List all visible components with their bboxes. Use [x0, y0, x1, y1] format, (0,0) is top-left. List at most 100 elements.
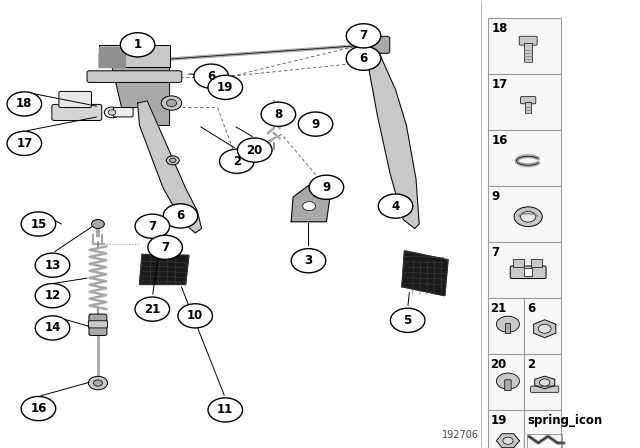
Circle shape: [108, 110, 116, 115]
Polygon shape: [535, 376, 555, 389]
Bar: [488, 298, 525, 354]
Circle shape: [135, 214, 170, 238]
Text: 20: 20: [490, 358, 506, 371]
Circle shape: [178, 304, 212, 328]
Text: 7: 7: [161, 241, 169, 254]
FancyBboxPatch shape: [362, 36, 390, 53]
Circle shape: [220, 149, 254, 173]
Text: 20: 20: [246, 143, 263, 157]
FancyBboxPatch shape: [87, 71, 182, 82]
Polygon shape: [497, 434, 520, 448]
Polygon shape: [99, 45, 170, 67]
Text: 5: 5: [404, 314, 412, 327]
Circle shape: [93, 380, 102, 386]
Circle shape: [7, 131, 42, 155]
Circle shape: [378, 194, 413, 218]
Circle shape: [35, 316, 70, 340]
Circle shape: [208, 75, 243, 99]
Bar: [525, 298, 561, 354]
Circle shape: [166, 99, 177, 107]
Circle shape: [21, 396, 56, 421]
Circle shape: [7, 92, 42, 116]
Circle shape: [166, 156, 179, 165]
Text: 17: 17: [492, 78, 508, 91]
Text: 6: 6: [360, 52, 367, 65]
Text: 18: 18: [492, 22, 508, 35]
Text: 7: 7: [492, 246, 500, 259]
Polygon shape: [402, 251, 448, 296]
Circle shape: [92, 220, 104, 228]
Circle shape: [208, 398, 243, 422]
Circle shape: [135, 297, 170, 321]
FancyBboxPatch shape: [520, 97, 536, 104]
Text: 11: 11: [217, 403, 234, 417]
Bar: [524, 43, 532, 62]
Circle shape: [35, 253, 70, 277]
Circle shape: [390, 308, 425, 332]
Text: spring_icon: spring_icon: [527, 414, 602, 427]
Text: 14: 14: [44, 321, 61, 335]
FancyBboxPatch shape: [505, 380, 511, 391]
Circle shape: [88, 376, 108, 390]
Circle shape: [503, 437, 513, 444]
Text: 18: 18: [16, 97, 33, 111]
Text: 3: 3: [305, 254, 312, 267]
Circle shape: [194, 64, 228, 88]
Text: 9: 9: [312, 117, 319, 131]
Circle shape: [497, 316, 520, 332]
Circle shape: [170, 158, 176, 163]
Bar: [524, 268, 532, 276]
Polygon shape: [291, 177, 330, 222]
Circle shape: [309, 175, 344, 199]
Bar: [527, 434, 562, 448]
Circle shape: [514, 207, 542, 227]
Text: 16: 16: [492, 134, 508, 147]
Text: 12: 12: [44, 289, 61, 302]
Polygon shape: [366, 43, 419, 228]
FancyBboxPatch shape: [510, 266, 546, 279]
Bar: [488, 410, 525, 448]
Circle shape: [148, 235, 182, 259]
Text: 17: 17: [16, 137, 33, 150]
Polygon shape: [138, 101, 202, 233]
Circle shape: [497, 373, 520, 389]
FancyBboxPatch shape: [59, 91, 92, 108]
Circle shape: [120, 33, 155, 57]
Circle shape: [237, 138, 272, 162]
Text: 19: 19: [217, 81, 234, 94]
Circle shape: [291, 249, 326, 273]
Circle shape: [346, 46, 381, 70]
Bar: [488, 74, 561, 130]
Text: 1: 1: [134, 38, 141, 52]
Bar: [525, 410, 561, 448]
Polygon shape: [534, 320, 556, 338]
Circle shape: [163, 204, 198, 228]
Text: 8: 8: [275, 108, 282, 121]
FancyBboxPatch shape: [519, 36, 537, 45]
Bar: [513, 259, 524, 267]
Bar: [488, 130, 561, 186]
Circle shape: [21, 212, 56, 236]
Text: 192706: 192706: [442, 430, 479, 440]
Circle shape: [298, 112, 333, 136]
Text: 7: 7: [148, 220, 156, 233]
FancyBboxPatch shape: [88, 321, 108, 328]
Polygon shape: [140, 254, 189, 284]
Circle shape: [161, 96, 182, 110]
Text: 10: 10: [187, 309, 204, 323]
Circle shape: [303, 202, 316, 211]
Text: 7: 7: [360, 29, 367, 43]
Text: 6: 6: [527, 302, 535, 315]
Polygon shape: [99, 54, 170, 125]
FancyBboxPatch shape: [531, 386, 559, 392]
Circle shape: [261, 102, 296, 126]
Bar: [531, 259, 541, 267]
FancyBboxPatch shape: [52, 104, 102, 121]
Bar: [488, 186, 561, 242]
Circle shape: [346, 24, 381, 48]
Text: 6: 6: [177, 209, 184, 223]
Text: 2: 2: [527, 358, 535, 371]
Bar: [525, 354, 561, 410]
FancyBboxPatch shape: [89, 314, 107, 336]
Circle shape: [104, 107, 120, 118]
